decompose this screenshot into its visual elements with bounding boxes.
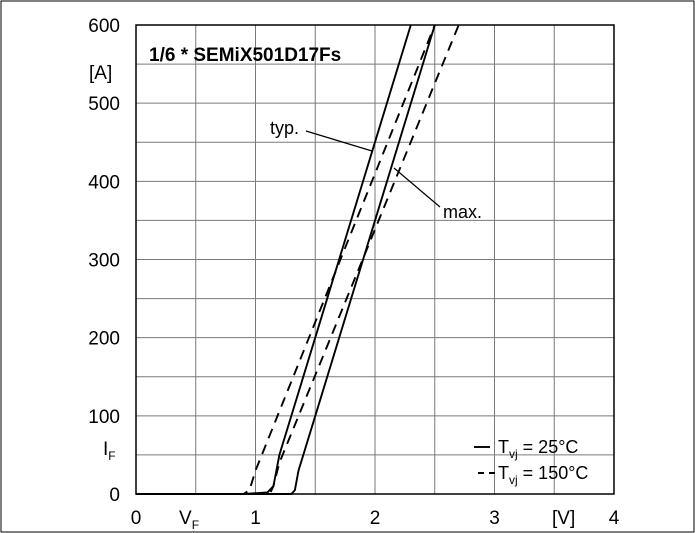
annotation-max: max. xyxy=(393,167,482,222)
x-tick-label: 3 xyxy=(489,508,500,529)
y-tick-label: 300 xyxy=(88,251,120,272)
curves xyxy=(136,24,460,495)
annotation-max-label: max. xyxy=(443,202,482,222)
y-tick-label: 200 xyxy=(88,329,120,350)
x-unit-label: [V] xyxy=(552,508,575,529)
tick-labels: 0 1 2 3 4 0 100 200 300 400 500 600 xyxy=(88,16,619,529)
series-line-4-dashed xyxy=(136,24,460,495)
x-tick-label: 0 xyxy=(131,508,142,529)
y-tick-label: 100 xyxy=(88,407,120,428)
plot-border xyxy=(135,24,615,495)
y-tick-label: 600 xyxy=(88,16,120,37)
y-axis-label: IF xyxy=(103,439,116,463)
legend-entry-dashed: Tvj = 150°C xyxy=(498,463,588,487)
annotation-typ-label: typ. xyxy=(270,118,299,138)
y-tick-label: 500 xyxy=(88,94,120,115)
chart-title: 1/6 * SEMiX501D17Fs xyxy=(149,45,341,66)
legend-entry-solid: Tvj = 25°C xyxy=(498,437,578,461)
x-axis-label: VF xyxy=(179,508,199,532)
y-tick-label: 400 xyxy=(88,172,120,193)
x-axis-label-main: V xyxy=(179,508,192,529)
y-axis-label-main: I xyxy=(103,439,108,460)
legend: Tvj = 25°C Tvj = 150°C xyxy=(474,437,588,487)
y-unit-label: [A] xyxy=(89,63,112,84)
x-tick-label: 1 xyxy=(250,508,261,529)
x-axis-label-sub: F xyxy=(192,518,199,532)
y-axis-label-sub: F xyxy=(108,449,115,463)
annotation-max-leader xyxy=(393,167,441,208)
annotation-typ-leader xyxy=(305,130,373,152)
series-line-2-solid xyxy=(136,24,436,495)
annotation-typ: typ. xyxy=(270,118,373,152)
x-tick-label: 2 xyxy=(370,508,381,529)
y-tick-label: 0 xyxy=(109,485,120,506)
x-tick-label: 4 xyxy=(609,508,620,529)
